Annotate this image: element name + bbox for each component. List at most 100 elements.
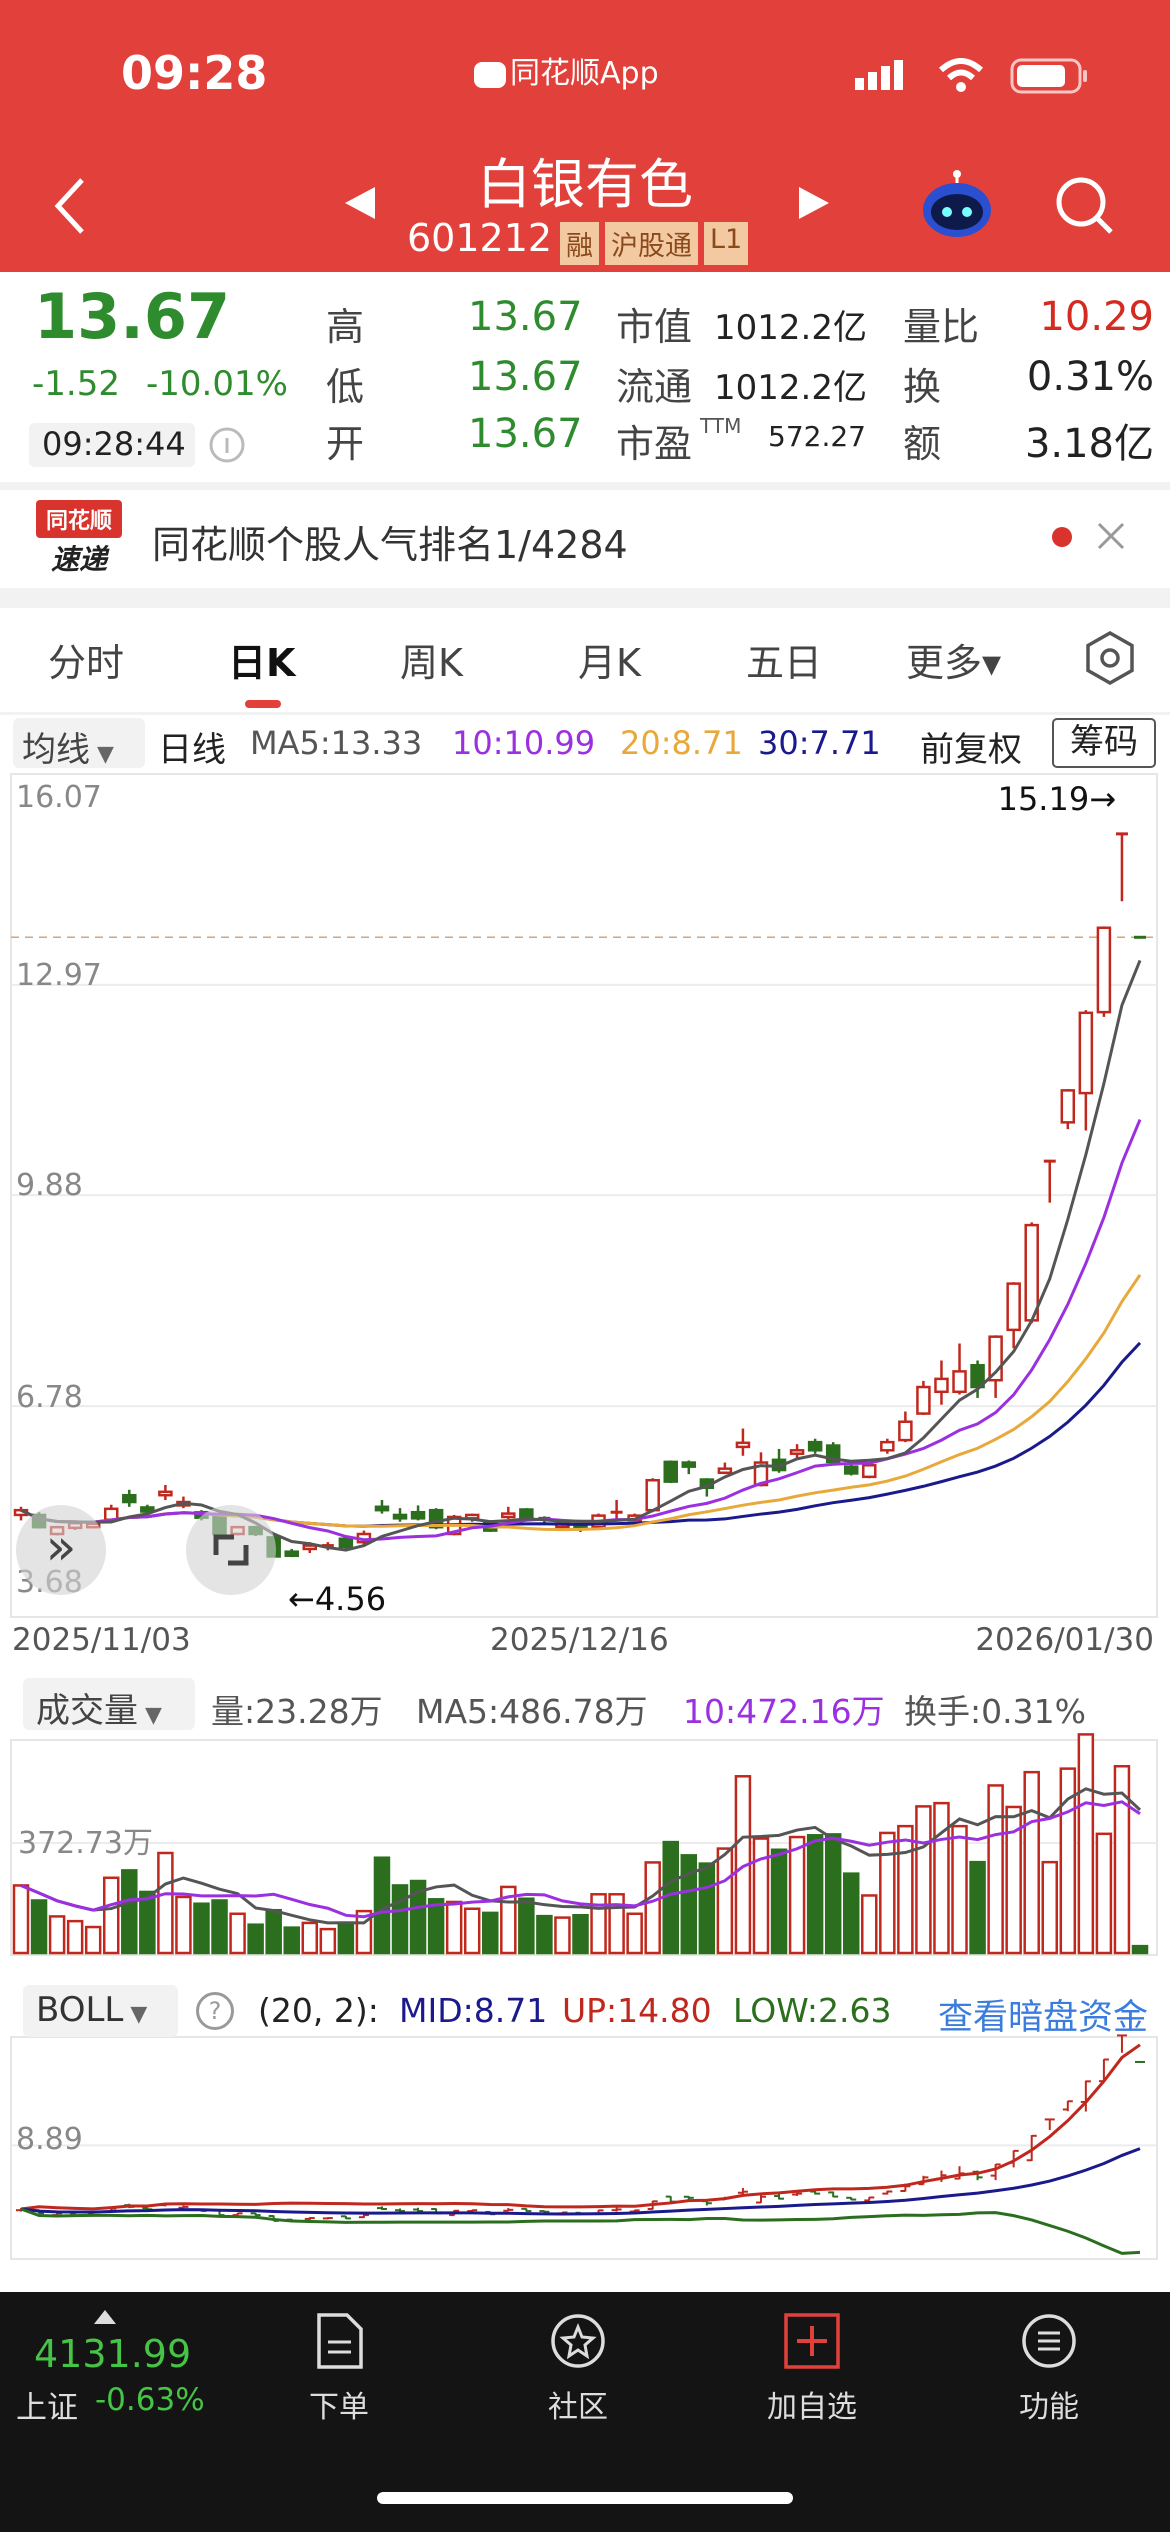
candle-body: [934, 1377, 949, 1394]
index-value[interactable]: 4131.99: [34, 2332, 192, 2376]
volume-bar: [102, 1876, 120, 1955]
boll-ref-tick: 8.89: [16, 2122, 83, 2157]
indicator-selector-boll[interactable]: [23, 1985, 178, 2037]
candle-body: [338, 1537, 354, 1549]
info-icon[interactable]: [208, 426, 246, 468]
index-up-triangle-icon: [94, 2310, 116, 2324]
nav-order[interactable]: 下单: [259, 2312, 419, 2426]
float-value: 1012.2亿: [714, 368, 867, 408]
volume-bar: [463, 1907, 481, 1955]
back-button[interactable]: [50, 176, 90, 240]
volume-bar: [770, 1848, 788, 1955]
candle-body: [645, 1478, 660, 1512]
document-icon: [317, 2313, 363, 2369]
collapse-sidebar-button[interactable]: »: [16, 1505, 106, 1595]
unread-dot: [1052, 527, 1072, 547]
badge-l1: L1: [704, 222, 749, 265]
indicator-selector-volume[interactable]: [23, 1678, 195, 1730]
high-value: 13.67: [468, 294, 583, 340]
boll-selector-label[interactable]: BOLL ▼: [36, 1990, 148, 2030]
volume-selector-label[interactable]: 成交量 ▼: [36, 1691, 162, 1731]
nav-functions[interactable]: 功能: [969, 2312, 1129, 2426]
open-label: 开: [326, 422, 365, 466]
tab-weekly-k[interactable]: 周K: [400, 641, 463, 685]
volume-bar: [554, 1916, 571, 1955]
next-stock-button[interactable]: [797, 185, 831, 225]
ma-selector-label[interactable]: 均线 ▼: [22, 730, 114, 770]
volume-bar: [752, 1837, 770, 1955]
help-icon[interactable]: ?: [196, 1992, 234, 2030]
volume-bar: [879, 1831, 896, 1955]
volume-ratio-value: 10.29: [1039, 294, 1154, 340]
volume-bar: [427, 1898, 445, 1955]
volume-bar: [283, 1926, 300, 1955]
dark-pool-link[interactable]: 查看暗盘资金: [938, 1998, 1149, 2038]
search-icon[interactable]: [1054, 175, 1114, 239]
tab-five-day[interactable]: 五日: [746, 641, 823, 685]
robot-assistant-icon[interactable]: [920, 170, 995, 244]
low-value: 13.67: [468, 354, 583, 400]
index-change: -0.63%: [95, 2382, 205, 2418]
volume-bar: [590, 1893, 607, 1955]
chips-button[interactable]: 筹码: [1052, 718, 1156, 768]
volume-bar: [518, 1897, 535, 1955]
volume-bar: [824, 1833, 842, 1955]
header-bar: 09:28 同花顺App 白银有色 601212 融 沪股通 L1: [0, 0, 1170, 272]
candle-body: [789, 1449, 805, 1455]
low-annotation: ←4.56: [288, 1580, 387, 1618]
tab-intraday[interactable]: 分时: [48, 641, 125, 685]
tonghuashun-express-logo: 同花顺 速递: [36, 500, 122, 578]
volume-bar: [409, 1879, 427, 1955]
tab-monthly-k[interactable]: 月K: [578, 641, 641, 685]
badge-connect: 沪股通: [605, 222, 698, 265]
volume-ma5-line: [20, 1787, 1142, 1925]
y-tick-top: 16.07: [16, 780, 102, 815]
candle-body: [807, 1440, 823, 1452]
menu-circle-icon: [1022, 2314, 1076, 2368]
volume-bar: [211, 1899, 228, 1955]
nav-add-watchlist[interactable]: 加自选: [732, 2312, 892, 2426]
volume-bar: [626, 1912, 643, 1955]
amount-label: 额: [903, 422, 942, 466]
ma5-line: [20, 959, 1142, 1552]
stock-code: 601212: [407, 216, 553, 260]
volume-bar: [716, 1847, 734, 1955]
tab-daily-k[interactable]: 日K: [228, 641, 296, 685]
candle-body: [970, 1364, 985, 1389]
volume-ma10-line: [20, 1800, 1141, 1919]
volume-bar: [1005, 1805, 1022, 1955]
close-icon[interactable]: [1095, 520, 1127, 556]
candle-body: [140, 1506, 155, 1513]
volume-bar: [30, 1899, 48, 1955]
high-label: 高: [326, 305, 365, 349]
pe-label: 市盈: [616, 422, 693, 466]
boll-upper-line: [20, 2043, 1141, 2211]
volume-bar: [987, 1784, 1004, 1955]
popularity-banner[interactable]: 同花顺 速递 同花顺个股人气排名1/4284: [0, 490, 1170, 588]
candle-body: [1078, 1011, 1094, 1095]
candle-body: [410, 1510, 426, 1520]
adjust-mode[interactable]: 前复权: [920, 730, 1022, 770]
volume-bar: [301, 1921, 319, 1955]
volume-bar: [265, 1908, 282, 1955]
volume-bar: [1131, 1944, 1149, 1955]
candle-body: [753, 1461, 769, 1487]
nav-community[interactable]: 社区: [498, 2312, 658, 2426]
volume-bar: [445, 1900, 463, 1955]
ma-selector[interactable]: [13, 718, 145, 768]
fullscreen-button[interactable]: [186, 1505, 276, 1595]
home-indicator[interactable]: [377, 2492, 793, 2504]
candle-body: [519, 1508, 534, 1520]
index-name[interactable]: 上证: [16, 2390, 78, 2426]
quote-time: 09:28:44: [42, 425, 186, 463]
last-price: 13.67: [34, 280, 231, 353]
pe-value: 572.27: [768, 420, 866, 453]
battery-icon: [1010, 58, 1090, 98]
volume-bar: [229, 1912, 246, 1955]
settings-hex-icon[interactable]: [1082, 630, 1138, 690]
high-annotation: 15.19→: [997, 780, 1116, 818]
prev-stock-button[interactable]: [343, 185, 377, 225]
tab-more[interactable]: 更多▾: [906, 641, 1002, 685]
candle-body: [952, 1370, 967, 1394]
x-tick-mid: 2025/12/16: [490, 1622, 669, 1658]
